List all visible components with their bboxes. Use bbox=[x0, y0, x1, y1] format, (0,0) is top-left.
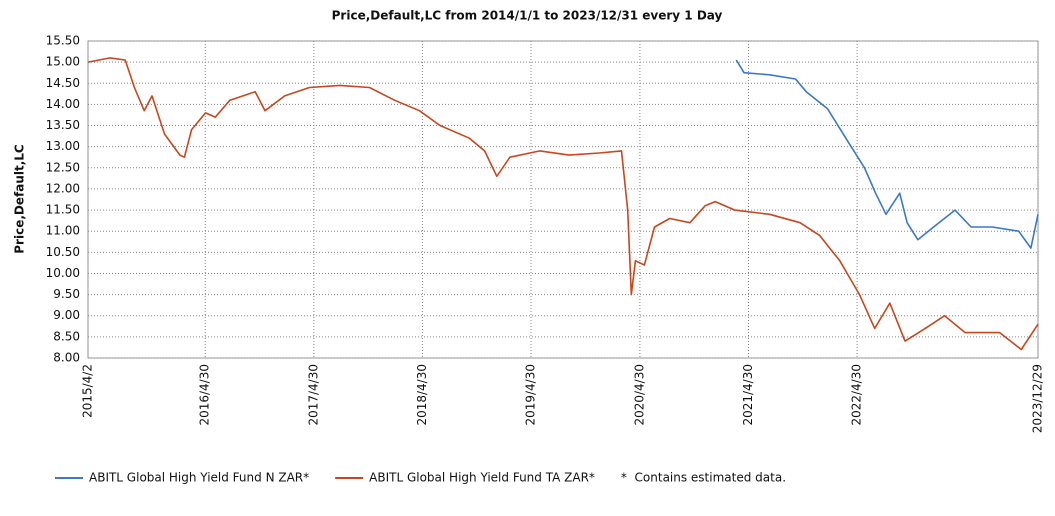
y-tick-label: 8.50 bbox=[53, 329, 80, 343]
y-tick-label: 11.50 bbox=[46, 203, 80, 217]
y-tick-label: 8.00 bbox=[53, 351, 80, 365]
legend-note: * Contains estimated data. bbox=[621, 471, 786, 485]
y-axis-label: Price,Default,LC bbox=[13, 144, 27, 254]
chart-title: Price,Default,LC from 2014/1/1 to 2023/1… bbox=[332, 9, 723, 23]
y-tick-label: 15.50 bbox=[46, 34, 80, 48]
plot-area bbox=[87, 40, 1039, 359]
y-tick-label: 10.00 bbox=[46, 266, 80, 280]
y-tick-label: 13.50 bbox=[46, 118, 80, 132]
x-tick-label: 2016/4/30 bbox=[198, 364, 212, 426]
y-tick-label: 12.50 bbox=[46, 160, 80, 174]
x-tick-label: 2015/4/2 bbox=[81, 364, 95, 418]
x-tick-label: 2023/12/29 bbox=[1031, 364, 1045, 433]
y-tick-label: 9.50 bbox=[53, 287, 80, 301]
legend-label: ABITL Global High Yield Fund N ZAR* bbox=[89, 471, 309, 485]
y-tick-label: 11.00 bbox=[46, 224, 80, 238]
series-line bbox=[87, 57, 1039, 351]
series-line bbox=[735, 59, 1039, 249]
y-tick-label: 9.00 bbox=[53, 308, 80, 322]
y-tick-label: 14.50 bbox=[46, 76, 80, 90]
y-tick-label: 12.00 bbox=[46, 181, 80, 195]
x-tick-label: 2019/4/30 bbox=[524, 364, 538, 426]
x-tick-label: 2020/4/30 bbox=[632, 364, 646, 426]
y-tick-label: 14.00 bbox=[46, 97, 80, 111]
x-tick-label: 2017/4/30 bbox=[306, 364, 320, 426]
y-tick-label: 10.50 bbox=[46, 245, 80, 259]
x-tick-label: 2018/4/30 bbox=[415, 364, 429, 426]
x-tick-label: 2022/4/30 bbox=[850, 364, 864, 426]
legend-label: ABITL Global High Yield Fund TA ZAR* bbox=[369, 471, 595, 485]
x-tick-label: 2021/4/30 bbox=[741, 364, 755, 426]
y-tick-label: 15.00 bbox=[46, 55, 80, 69]
y-tick-label: 13.00 bbox=[46, 139, 80, 153]
